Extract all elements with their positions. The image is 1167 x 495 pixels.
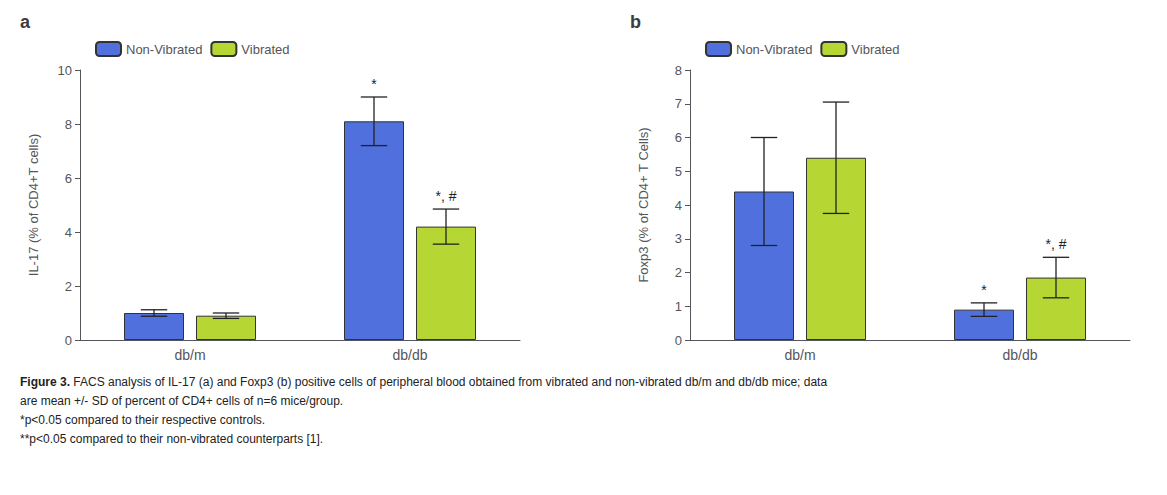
svg-text:**p<0.05 compared to their non: **p<0.05 compared to their non-vibrated … — [20, 432, 323, 446]
svg-text:Non-Vibrated: Non-Vibrated — [126, 42, 202, 57]
svg-text:0: 0 — [675, 333, 682, 348]
svg-text:4: 4 — [65, 225, 72, 240]
svg-text:are mean +/- SD of percent of: are mean +/- SD of percent of CD4+ cells… — [20, 394, 343, 408]
svg-text:FACS analysis of IL-17 (a) and: FACS analysis of IL-17 (a) and Foxp3 (b)… — [70, 375, 827, 389]
svg-text:*, #: *, # — [435, 188, 456, 204]
svg-text:a: a — [20, 12, 31, 32]
svg-text:10: 10 — [58, 63, 72, 78]
svg-text:2: 2 — [675, 265, 682, 280]
svg-text:8: 8 — [65, 117, 72, 132]
svg-text:*: * — [981, 282, 987, 298]
svg-text:7: 7 — [675, 96, 682, 111]
svg-text:b: b — [630, 12, 641, 32]
svg-text:3: 3 — [675, 231, 682, 246]
svg-text:db/db: db/db — [392, 347, 427, 363]
svg-text:0: 0 — [65, 333, 72, 348]
svg-text:6: 6 — [675, 130, 682, 145]
svg-text:Vibrated: Vibrated — [241, 42, 289, 57]
svg-text:8: 8 — [675, 63, 682, 78]
svg-text:6: 6 — [65, 171, 72, 186]
svg-text:4: 4 — [675, 198, 682, 213]
svg-text:db/m: db/m — [784, 347, 815, 363]
svg-text:Figure 3.: Figure 3. — [20, 375, 70, 389]
svg-text:Non-Vibrated: Non-Vibrated — [736, 42, 812, 57]
svg-text:Foxp3 (% of CD4+ T Cells): Foxp3 (% of CD4+ T Cells) — [636, 127, 651, 282]
svg-text:*: * — [371, 76, 377, 92]
svg-text:db/db: db/db — [1002, 347, 1037, 363]
svg-text:Vibrated: Vibrated — [851, 42, 899, 57]
svg-text:*, #: *, # — [1045, 236, 1066, 252]
svg-text:IL-17 (% of CD4+T cells): IL-17 (% of CD4+T cells) — [26, 134, 41, 276]
svg-text:1: 1 — [675, 299, 682, 314]
svg-text:2: 2 — [65, 279, 72, 294]
svg-text:db/m: db/m — [174, 347, 205, 363]
svg-text:*p<0.05 compared to their resp: *p<0.05 compared to their respective con… — [20, 413, 265, 427]
svg-text:5: 5 — [675, 164, 682, 179]
